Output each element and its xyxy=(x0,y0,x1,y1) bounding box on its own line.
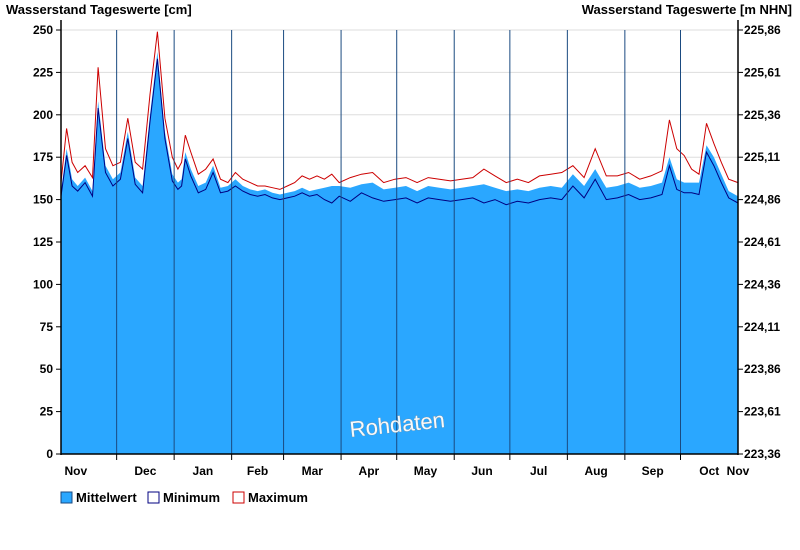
month-label: Dec xyxy=(134,464,156,478)
y-tick-label-right: 224,86 xyxy=(744,193,781,207)
axes xyxy=(60,20,739,455)
y-tick-label-left: 0 xyxy=(46,447,53,461)
month-label: Jan xyxy=(193,464,214,478)
right-axis-title: Wasserstand Tageswerte [m NHN] xyxy=(582,2,792,17)
legend-swatch xyxy=(232,491,245,504)
minimum-line xyxy=(60,58,739,206)
y-tick-label-left: 75 xyxy=(40,320,54,334)
y-tick-label-right: 225,61 xyxy=(744,65,781,79)
y-tick-label-right: 224,11 xyxy=(744,320,780,334)
series-layer xyxy=(60,31,739,454)
month-label: Nov xyxy=(65,464,88,478)
y-tick-label-left: 250 xyxy=(33,23,53,37)
y-tick-label-left: 25 xyxy=(40,405,54,419)
month-label: Aug xyxy=(584,464,607,478)
y-tick-label-left: 100 xyxy=(33,277,53,291)
y-tick-label-left: 50 xyxy=(40,362,54,376)
y-tick-label-left: 150 xyxy=(33,193,53,207)
month-label: Apr xyxy=(359,464,380,478)
y-ticks-right: 223,36 223,61 223,86 224,11 224,36 224,61 224,… xyxy=(738,23,781,461)
month-label: Sep xyxy=(642,464,664,478)
legend: Mittelwert Minimum Maximum xyxy=(60,490,308,505)
month-label: Nov xyxy=(727,464,750,478)
month-label: May xyxy=(414,464,438,478)
month-label: Oct xyxy=(699,464,719,478)
maximum-line xyxy=(60,31,739,190)
month-label: Jul xyxy=(530,464,547,478)
y-tick-label-left: 125 xyxy=(33,235,53,249)
mittelwert-area xyxy=(61,52,738,454)
left-axis-title: Wasserstand Tageswerte [cm] xyxy=(6,2,192,17)
legend-label: Maximum xyxy=(248,490,308,505)
y-tick-label-right: 223,86 xyxy=(744,362,781,376)
y-tick-label-right: 224,61 xyxy=(744,235,781,249)
month-label: Jun xyxy=(471,464,492,478)
y-tick-label-right: 224,36 xyxy=(744,277,781,291)
y-tick-label-left: 175 xyxy=(33,150,53,164)
y-tick-label-right: 225,86 xyxy=(744,23,781,37)
month-lines xyxy=(116,30,682,460)
legend-swatch xyxy=(60,491,73,504)
y-tick-label-right: 225,11 xyxy=(744,150,780,164)
y-ticks-left: 0 25 50 75 100 125 150 175 200 225 250 xyxy=(33,23,61,461)
y-tick-label-left: 225 xyxy=(33,65,53,79)
y-tick-label-right: 223,61 xyxy=(744,405,781,419)
legend-label: Mittelwert xyxy=(76,490,137,505)
y-tick-label-right: 223,36 xyxy=(744,447,781,461)
month-label: Feb xyxy=(247,464,268,478)
month-label: Mar xyxy=(302,464,324,478)
x-month-labels: Nov Dec Jan Feb Mar Apr May Jun Jul Aug Sep Oct Nov xyxy=(65,464,750,478)
y-tick-label-right: 225,36 xyxy=(744,108,781,122)
y-tick-label-left: 200 xyxy=(33,108,53,122)
legend-label: Minimum xyxy=(163,490,220,505)
legend-swatch xyxy=(147,491,160,504)
